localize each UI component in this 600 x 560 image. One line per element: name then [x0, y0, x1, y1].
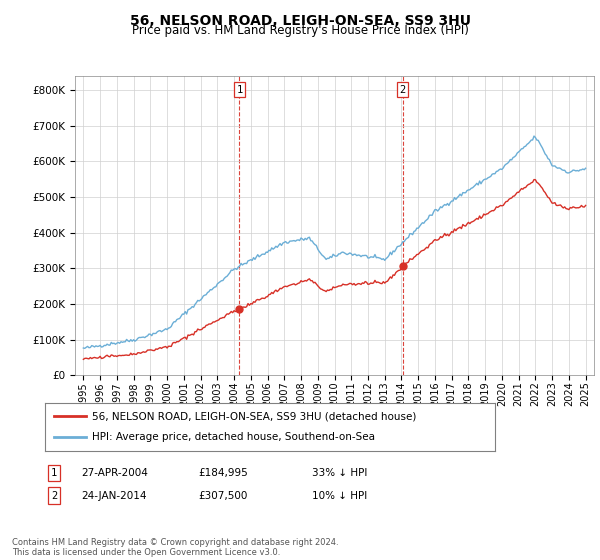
Text: 33% ↓ HPI: 33% ↓ HPI — [312, 468, 367, 478]
Text: £184,995: £184,995 — [198, 468, 248, 478]
Text: HPI: Average price, detached house, Southend-on-Sea: HPI: Average price, detached house, Sout… — [92, 432, 375, 442]
Text: Price paid vs. HM Land Registry's House Price Index (HPI): Price paid vs. HM Land Registry's House … — [131, 24, 469, 37]
Text: 1: 1 — [51, 468, 57, 478]
Text: 10% ↓ HPI: 10% ↓ HPI — [312, 491, 367, 501]
Text: 24-JAN-2014: 24-JAN-2014 — [81, 491, 146, 501]
Text: 27-APR-2004: 27-APR-2004 — [81, 468, 148, 478]
Text: 56, NELSON ROAD, LEIGH-ON-SEA, SS9 3HU: 56, NELSON ROAD, LEIGH-ON-SEA, SS9 3HU — [130, 14, 470, 28]
Text: Contains HM Land Registry data © Crown copyright and database right 2024.
This d: Contains HM Land Registry data © Crown c… — [12, 538, 338, 557]
Text: 2: 2 — [400, 85, 406, 95]
Text: £307,500: £307,500 — [198, 491, 247, 501]
Text: 1: 1 — [236, 85, 242, 95]
Text: 2: 2 — [51, 491, 57, 501]
Text: 56, NELSON ROAD, LEIGH-ON-SEA, SS9 3HU (detached house): 56, NELSON ROAD, LEIGH-ON-SEA, SS9 3HU (… — [92, 411, 416, 421]
